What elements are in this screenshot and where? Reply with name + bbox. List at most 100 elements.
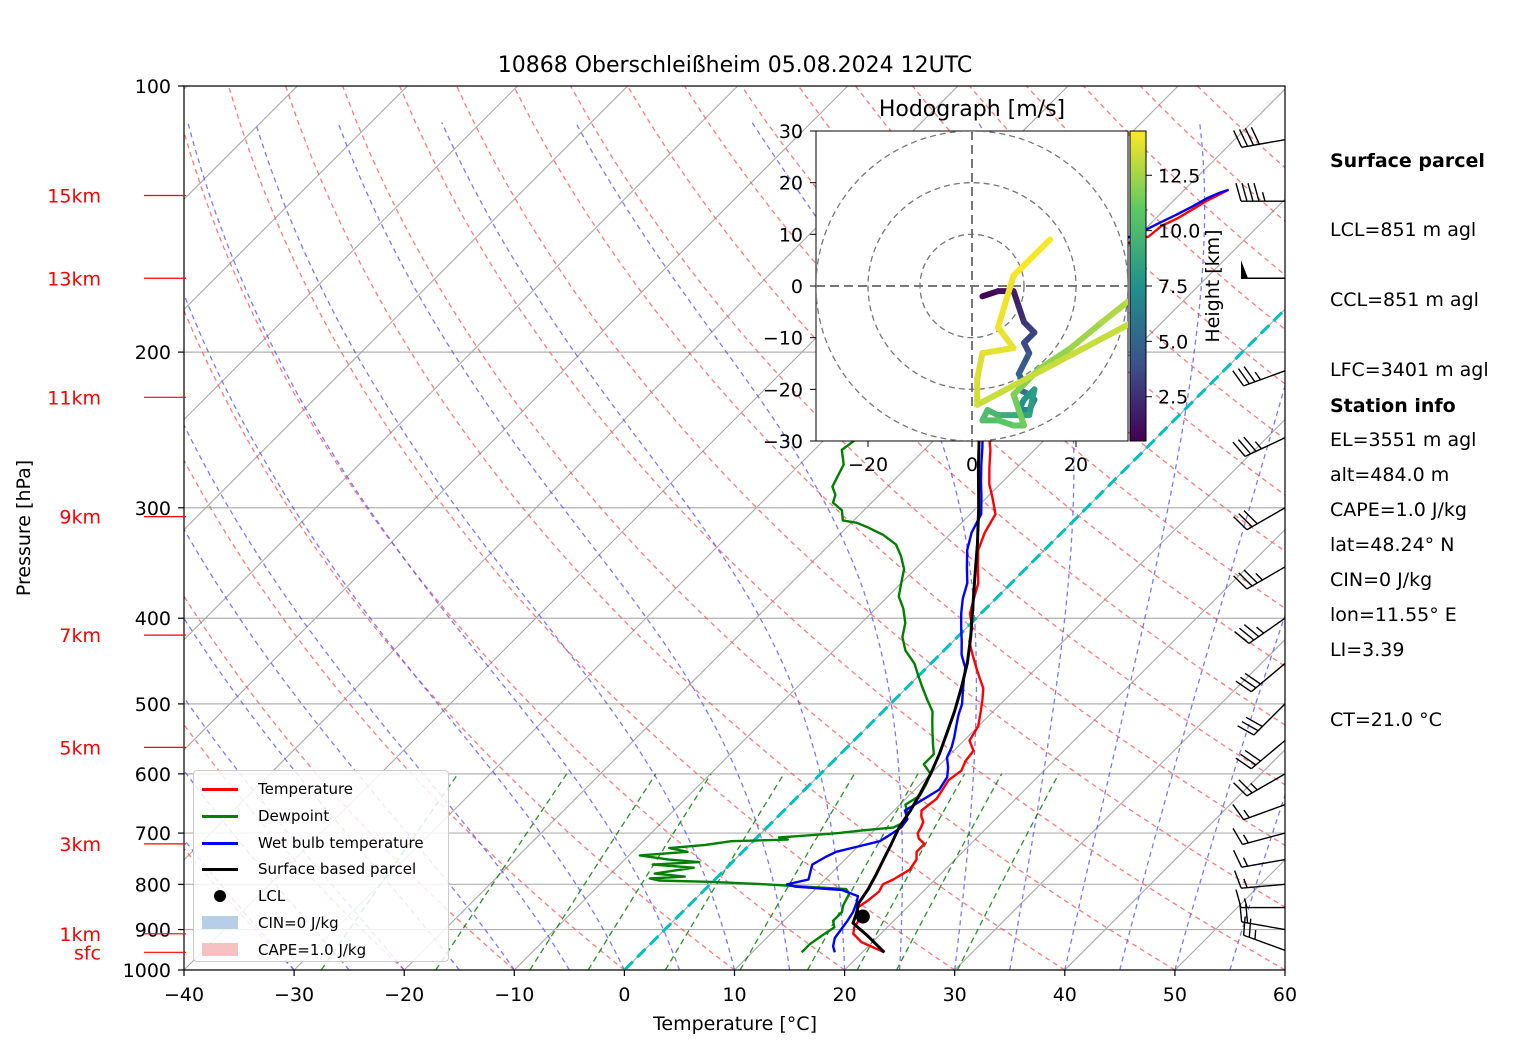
barb-flag <box>1239 627 1255 641</box>
barb-flag <box>1238 572 1253 587</box>
dry-adiabat <box>184 129 845 970</box>
parcel-line <box>851 195 1016 954</box>
x-tick-label: 0 <box>618 984 630 1006</box>
moist-adiabat <box>184 292 625 970</box>
height-label: 15km <box>47 185 101 207</box>
barb-flag <box>1235 757 1252 770</box>
surface-parcel-info: Surface parcel LCL=851 m agl CCL=851 m a… <box>1330 103 1489 755</box>
height-label: 1km <box>59 924 101 946</box>
hodograph-title: Hodograph [m/s] <box>879 97 1065 122</box>
barb-flag <box>1237 725 1255 736</box>
chart-title: 10868 Oberschleißheim 05.08.2024 12UTC <box>498 53 973 78</box>
legend-swatch <box>202 833 238 853</box>
station-info: Station info alt=484.0 m lat=48.24° N lo… <box>1330 348 1457 651</box>
barb-flag <box>1233 782 1248 797</box>
y-tick-label: 900 <box>135 920 171 942</box>
moist-adiabat <box>441 122 846 970</box>
y-tick-label: 100 <box>135 76 171 98</box>
legend-swatch <box>202 859 238 879</box>
legend-item: CIN=0 J/kg <box>202 913 339 933</box>
barb-flag <box>1233 516 1248 531</box>
y-tick-label: 500 <box>135 694 171 716</box>
dry-adiabat <box>456 86 1285 908</box>
isotherm <box>184 86 628 531</box>
mixing-ratio-line <box>739 773 855 970</box>
hodograph-x-tick-label: −20 <box>848 454 888 476</box>
wind-barb <box>1232 828 1286 846</box>
moist-adiabat <box>977 122 1075 970</box>
x-tick-label: 50 <box>1163 984 1187 1006</box>
hodograph-y-tick-label: 0 <box>791 276 803 298</box>
legend-swatch <box>202 940 238 960</box>
mixing-ratio-line <box>896 773 1003 970</box>
barb-staff <box>1241 858 1286 868</box>
barb-flag <box>1235 680 1252 693</box>
station-line: alt=484.0 m <box>1330 464 1450 487</box>
hodograph-colorbar-label: Height [km] <box>1202 229 1224 342</box>
wind-barb <box>1235 739 1286 770</box>
moist-adiabat <box>751 122 978 970</box>
barb-half-flag <box>1261 192 1266 202</box>
barb-flag <box>1242 916 1246 936</box>
hodograph-segment <box>1099 298 1128 326</box>
surface-parcel-header: Surface parcel <box>1330 149 1485 172</box>
barb-flag <box>1238 779 1253 794</box>
barb-staff <box>1248 617 1286 645</box>
colorbar-tick-label: 2.5 <box>1158 387 1188 409</box>
dry-adiabat <box>184 309 735 970</box>
barb-staff <box>1243 803 1286 821</box>
x-tick-label: 10 <box>722 984 746 1006</box>
barb-flag <box>1243 510 1258 525</box>
barb-staff <box>1241 138 1286 148</box>
isotherm <box>184 86 518 421</box>
y-tick-label: 700 <box>135 823 171 845</box>
barb-flag <box>1245 716 1263 728</box>
mixing-ratio-line <box>435 773 568 970</box>
mixing-ratio-line <box>529 773 657 970</box>
barb-flag <box>1247 183 1254 202</box>
moist-adiabat <box>184 528 515 970</box>
dry-adiabat <box>341 86 1176 970</box>
barb-flag <box>1243 366 1256 383</box>
wind-barbs <box>1232 127 1286 951</box>
dry-adiabat <box>227 86 956 970</box>
hodograph-y-tick-label: 30 <box>779 121 803 143</box>
hodograph-segment <box>1026 386 1038 419</box>
barb-half-flag <box>1243 809 1250 819</box>
barb-flag <box>1240 753 1257 766</box>
barb-flag <box>1240 676 1257 689</box>
barb-pennant <box>1241 260 1248 279</box>
isotherm <box>1064 749 1285 970</box>
hodograph-segment <box>1010 391 1027 429</box>
legend-item: Surface based parcel <box>202 859 416 879</box>
surface-line: LCL=851 m agl <box>1330 219 1477 242</box>
mixing-ratio-line <box>856 773 966 970</box>
barb-staff <box>1244 437 1286 458</box>
isotherm <box>184 86 408 311</box>
hodograph-y-tick-label: −30 <box>763 431 803 453</box>
y-tick-label: 400 <box>135 608 171 630</box>
wind-barb <box>1233 870 1286 889</box>
barb-flag <box>1244 749 1261 762</box>
legend-label: CIN=0 J/kg <box>258 914 339 932</box>
hodograph-segment <box>974 321 1128 408</box>
surface-line: LFC=3401 m agl <box>1330 359 1489 382</box>
height-label: 5km <box>59 737 101 759</box>
barb-staff <box>1253 703 1286 736</box>
barb-half-flag <box>1243 878 1248 888</box>
wind-barb <box>1232 127 1286 148</box>
mixing-ratio-line <box>956 773 1060 970</box>
legend-label: Surface based parcel <box>258 860 417 879</box>
legend-label: Dewpoint <box>258 806 330 825</box>
isotherm <box>184 86 849 751</box>
height-label: 7km <box>59 625 101 647</box>
barb-flag <box>1243 436 1257 452</box>
hodograph-segment <box>995 272 1017 331</box>
isotherm <box>954 638 1285 970</box>
wind-barb <box>1237 703 1286 736</box>
barb-flag <box>1244 672 1261 685</box>
barb-flag <box>1237 439 1252 455</box>
hodograph-colorbar <box>1129 130 1147 442</box>
barb-half-flag <box>1254 371 1262 381</box>
